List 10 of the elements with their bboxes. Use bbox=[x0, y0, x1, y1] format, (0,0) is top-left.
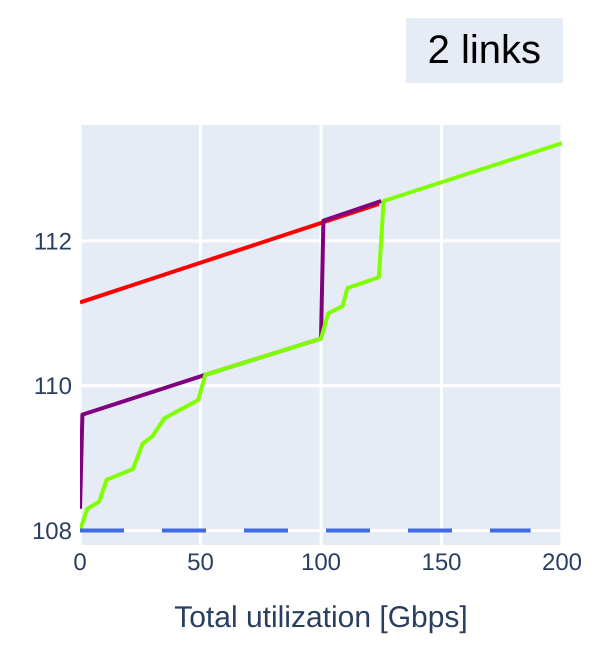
x-tick-label: 0 bbox=[73, 549, 87, 576]
y-tick-label: 112 bbox=[34, 228, 72, 256]
y-tick-label: 108 bbox=[32, 518, 72, 546]
x-axis-title: Total utilization [Gbps] bbox=[174, 601, 468, 634]
y-tick-label: 110 bbox=[34, 373, 72, 400]
x-tick-label: 200 bbox=[542, 549, 582, 576]
x-tick-label: 150 bbox=[421, 549, 462, 576]
x-tick-label: 50 bbox=[187, 549, 214, 576]
x-tick-label: 100 bbox=[300, 549, 342, 576]
chart-title: 2 links bbox=[406, 18, 563, 83]
